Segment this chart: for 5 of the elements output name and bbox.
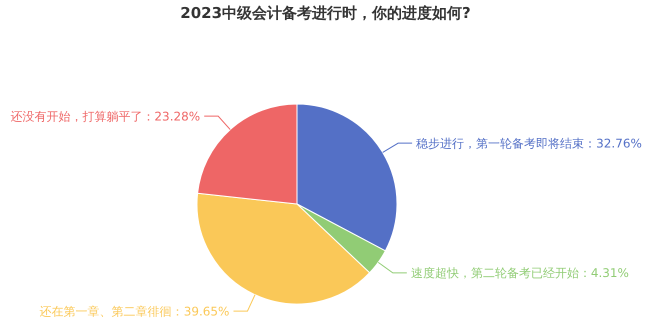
chart-title: 2023中级会计备考进行时，你的进度如何? [180, 4, 471, 22]
slice-label: 稳步进行，第一轮备考即将结束：32.76% [416, 136, 642, 150]
slice-label: 速度超快，第二轮备考已经开始：4.31% [410, 266, 629, 280]
slice-label: 还没有开始，打算躺平了：23.28% [10, 109, 200, 124]
slice-label: 还在第一章、第二章徘徊：39.65% [40, 304, 230, 318]
